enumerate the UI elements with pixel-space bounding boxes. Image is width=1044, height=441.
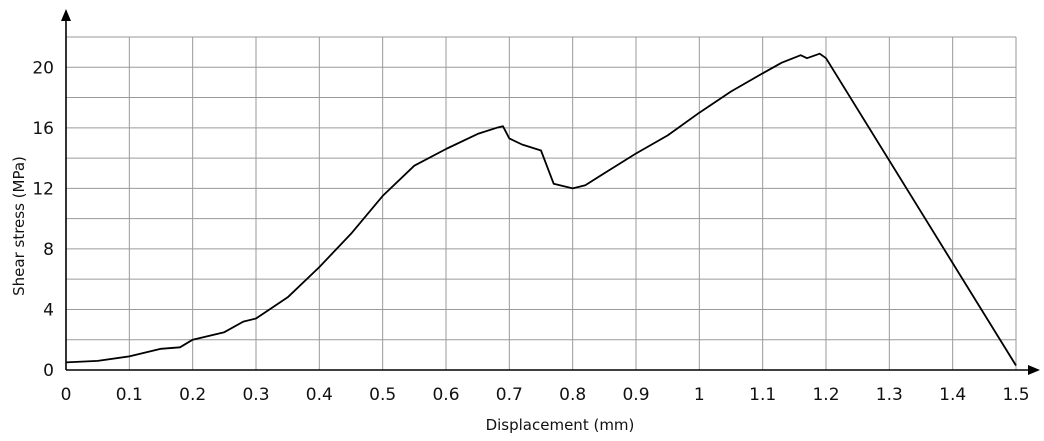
x-tick-label: 0 — [61, 385, 72, 405]
x-tick-label: 0.6 — [432, 385, 459, 405]
x-tick-label: 1.3 — [876, 385, 903, 405]
x-tick-label: 1.2 — [812, 385, 839, 405]
x-tick-label: 0.7 — [496, 385, 523, 405]
x-tick-labels: 0 0.1 0.2 0.3 0.4 0.5 0.6 0.7 0.8 0.9 1 1.1 1.2 1.3 1.… — [61, 385, 1030, 405]
x-tick-label: 0.2 — [179, 385, 206, 405]
series-line — [65, 52, 1017, 366]
y-tick-label: 4 — [43, 300, 54, 320]
x-tick-label: 0.4 — [306, 385, 333, 405]
x-tick-label: 0.9 — [622, 385, 649, 405]
x-tick-label: 1.4 — [939, 385, 966, 405]
y-tick-label: 0 — [43, 361, 54, 381]
x-axis-title: Displacement (mm) — [486, 416, 635, 434]
axes — [61, 9, 1040, 375]
series-layer — [65, 52, 1017, 366]
y-tick-label: 20 — [32, 58, 54, 78]
x-axis-arrow — [1028, 365, 1040, 375]
y-tick-label: 8 — [43, 240, 54, 260]
y-axis-arrow — [61, 9, 71, 21]
y-tick-labels: 0 4 8 12 16 20 — [32, 58, 54, 381]
y-tick-label: 16 — [32, 119, 54, 139]
x-tick-label: 1.1 — [749, 385, 776, 405]
x-tick-label: 0.8 — [559, 385, 586, 405]
x-tick-label: 1.5 — [1002, 385, 1029, 405]
x-tick-label: 1 — [694, 385, 705, 405]
x-tick-label: 0.5 — [369, 385, 396, 405]
x-tick-label: 0.1 — [116, 385, 143, 405]
grid — [66, 36, 1017, 370]
y-axis-title: Shear stress (MPa) — [10, 156, 28, 296]
x-tick-label: 0.3 — [242, 385, 269, 405]
y-tick-label: 12 — [32, 179, 54, 199]
